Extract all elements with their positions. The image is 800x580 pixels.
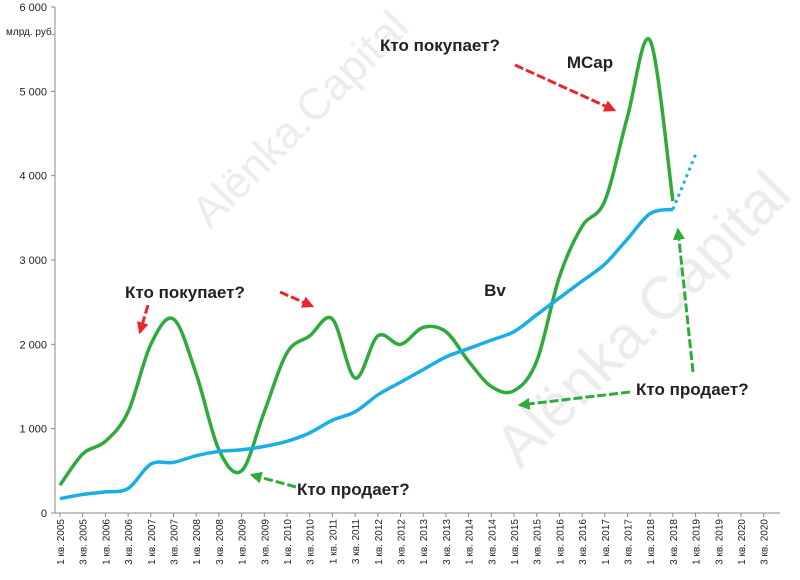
y-tick-label: 1 000 — [19, 424, 47, 436]
x-tick-label: 3 кв. 2011 — [351, 519, 362, 565]
series-label: MCap — [567, 53, 613, 72]
x-tick-label: 3 кв. 2010 — [306, 519, 317, 565]
x-tick-label: 3 кв. 2005 — [79, 519, 90, 565]
x-tick-label: 1 кв. 2018 — [646, 519, 657, 565]
x-tick-label: 3 кв. 2016 — [578, 519, 589, 565]
unit-box: млрд. руб. — [6, 27, 55, 38]
unit-label: млрд. руб. — [6, 27, 55, 38]
x-tick-label: 3 кв. 2017 — [624, 519, 635, 565]
series-line — [671, 154, 697, 210]
x-tick-label: 3 кв. 2009 — [260, 519, 271, 565]
x-tick-label: 1 кв. 2017 — [601, 519, 612, 565]
y-tick-label: 4 000 — [19, 171, 47, 183]
x-tick-label: 3 кв. 2007 — [170, 519, 181, 565]
x-tick-label: 1 кв. 2009 — [238, 519, 249, 565]
x-tick-label: 3 кв. 2006 — [124, 519, 135, 565]
y-tick-label: 0 — [41, 508, 47, 520]
y-tick-label: 2 000 — [19, 339, 47, 351]
x-tick-label: 1 кв. 2019 — [692, 519, 703, 565]
x-tick-label: 1 кв. 2008 — [192, 519, 203, 565]
annotation: Кто продает? — [636, 380, 749, 399]
series-line — [59, 207, 674, 501]
x-tick-label: 3 кв. 2020 — [760, 519, 771, 565]
x-tick-label: 1 кв. 2010 — [283, 519, 294, 565]
x-tick-label: 1 кв. 2013 — [419, 519, 430, 565]
x-tick-label: 1 кв. 2005 — [56, 519, 67, 565]
x-tick-label: 3 кв. 2013 — [442, 519, 453, 565]
x-tick-label: 1 кв. 2014 — [465, 519, 476, 565]
x-tick-label: 3 кв. 2018 — [669, 519, 680, 565]
x-tick-label: 3 кв. 2008 — [215, 519, 226, 565]
y-tick-label: 6 000 — [19, 2, 47, 14]
series-line — [58, 36, 675, 487]
series-label: Bv — [484, 281, 506, 300]
annotation: Кто продает? — [297, 480, 410, 499]
x-tick-label: 1 кв. 2016 — [555, 519, 566, 565]
x-tick-label: 3 кв. 2019 — [714, 519, 725, 565]
x-tick-label: 3 кв. 2014 — [487, 519, 498, 565]
x-tick-label: 1 кв. 2006 — [101, 519, 112, 565]
x-tick-label: 1 кв. 2007 — [147, 519, 158, 565]
x-tick-label: 3 кв. 2015 — [533, 519, 544, 565]
x-tick-label: 3 кв. 2012 — [397, 519, 408, 565]
x-tick-label: 1 кв. 2012 — [374, 519, 385, 565]
y-tick-label: 3 000 — [19, 255, 47, 267]
annotation: Кто покупает? — [380, 36, 500, 55]
arrows — [136, 63, 695, 489]
x-tick-label: 1 кв. 2015 — [510, 519, 521, 565]
annotation: Кто покупает? — [125, 283, 245, 302]
x-tick-label: 1 кв. 2011 — [328, 519, 339, 565]
y-tick-label: 5 000 — [19, 86, 47, 98]
x-tick-label: 1 кв. 2020 — [737, 519, 748, 565]
